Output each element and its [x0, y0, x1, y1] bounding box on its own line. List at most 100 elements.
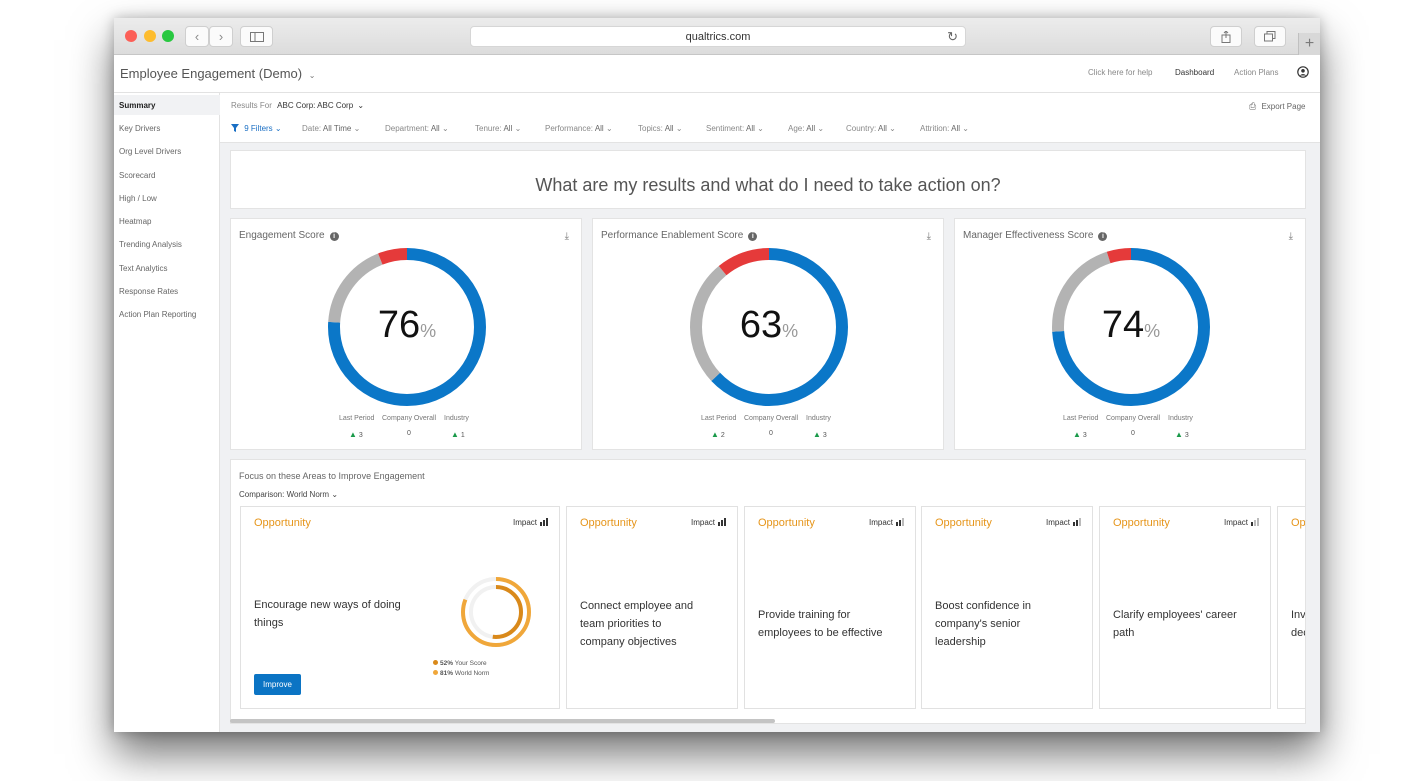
- impact-indicator: Impact: [1046, 518, 1082, 528]
- new-tab-button[interactable]: +: [1298, 33, 1320, 55]
- chevron-down-icon: ⌄: [962, 124, 969, 133]
- sidebar-item-response-rates[interactable]: Response Rates: [119, 287, 179, 296]
- filter-date[interactable]: Date: All Time ⌄: [302, 124, 360, 133]
- sidebar-item-heatmap[interactable]: Heatmap: [119, 217, 152, 226]
- back-button[interactable]: ‹: [185, 26, 209, 47]
- up-arrow-icon: ▲: [1073, 430, 1081, 439]
- help-link[interactable]: Click here for help: [1088, 68, 1153, 77]
- dashboard-link[interactable]: Dashboard: [1175, 68, 1215, 77]
- sidebar-item-text-analytics[interactable]: Text Analytics: [119, 264, 168, 273]
- improve-button[interactable]: Improve: [254, 674, 301, 695]
- text-line: Inv: [1291, 609, 1306, 621]
- sidebar-item-summary[interactable]: Summary: [119, 101, 156, 110]
- browser-window: ‹ › qualtrics.com ↻ + Employee Engagemen…: [114, 18, 1320, 732]
- score-number: 74: [1101, 304, 1145, 346]
- download-icon[interactable]: ⤓: [564, 231, 569, 242]
- impact-indicator: Impact: [691, 518, 727, 528]
- chevron-left-icon: ‹: [194, 29, 200, 44]
- download-icon[interactable]: ⤓: [1288, 231, 1293, 242]
- share-button[interactable]: [1210, 26, 1242, 47]
- address-bar[interactable]: qualtrics.com ↻: [470, 26, 966, 47]
- filter-value: All: [878, 124, 887, 133]
- industry-value: ▲ 3: [813, 430, 827, 439]
- question-banner: What are my results and what do I need t…: [230, 150, 1306, 209]
- company-overall-label: Company Overall: [744, 415, 799, 422]
- impact-label: Impact: [512, 518, 537, 527]
- zoom-window-button[interactable]: [162, 30, 174, 42]
- filter-topics[interactable]: Topics: All ⌄: [638, 124, 683, 133]
- sidebar-item-action-plan-reporting[interactable]: Action Plan Reporting: [119, 310, 197, 319]
- sidebar-nav: Summary Key Drivers Org Level Drivers Sc…: [114, 93, 220, 732]
- comparison-dropdown[interactable]: Comparison: World Norm ⌄: [239, 490, 338, 499]
- your-score-legend: 52% Your Score: [433, 660, 487, 667]
- filter-tenure[interactable]: Tenure: All ⌄: [475, 124, 521, 133]
- filter-country[interactable]: Country: All ⌄: [846, 124, 896, 133]
- project-title-text: Employee Engagement (Demo): [120, 66, 303, 81]
- export-page-button[interactable]: ⎙ Export Page: [1249, 101, 1305, 112]
- filters-toggle[interactable]: 9 Filters ⌄: [231, 124, 282, 133]
- score-title: Engagement Score: [239, 230, 325, 241]
- download-icon[interactable]: ⤓: [926, 231, 931, 242]
- filter-label: Topics:: [638, 124, 663, 133]
- sidebar-item-scorecard[interactable]: Scorecard: [119, 171, 156, 180]
- opportunity-card[interactable]: Opportunity Impact Boost confidence in co…: [921, 506, 1093, 709]
- forward-button[interactable]: ›: [209, 26, 233, 47]
- score-title: Performance Enablement Score: [601, 230, 744, 241]
- up-arrow-icon: ▲: [1175, 430, 1183, 439]
- minimize-window-button[interactable]: [144, 30, 156, 42]
- impact-bars-icon: [1251, 518, 1260, 528]
- filter-attrition[interactable]: Attrition: All ⌄: [920, 124, 969, 133]
- opportunity-label: Opportunity: [254, 517, 311, 529]
- filter-sentiment[interactable]: Sentiment: All ⌄: [706, 124, 764, 133]
- percent-sign: %: [1144, 321, 1161, 341]
- sidebar-item-trending-analysis[interactable]: Trending Analysis: [119, 240, 182, 249]
- sidebar-item-org-level-drivers[interactable]: Org Level Drivers: [119, 147, 182, 156]
- opportunity-card[interactable]: Opportunity Impact Clarify employees' ca…: [1099, 506, 1271, 709]
- info-icon[interactable]: i: [1098, 232, 1108, 241]
- company-overall-value: 0: [769, 430, 773, 437]
- filter-performance[interactable]: Performance: All ⌄: [545, 124, 613, 133]
- action-plans-link[interactable]: Action Plans: [1234, 68, 1279, 77]
- close-window-button[interactable]: [125, 30, 137, 42]
- delta-value: 3: [358, 432, 363, 439]
- results-for[interactable]: Results For ABC Corp: ABC Corp ⌄: [231, 101, 364, 110]
- filter-age[interactable]: Age: All ⌄: [788, 124, 824, 133]
- text-line: company's senior: [935, 618, 1021, 630]
- tabs-overview-button[interactable]: [1254, 26, 1286, 47]
- info-icon[interactable]: i: [748, 232, 758, 241]
- sidebar-item-high-low[interactable]: High / Low: [119, 194, 157, 203]
- chevron-down-icon: ⌄: [274, 124, 282, 133]
- opportunity-card[interactable]: Opportunity Inv dec: [1277, 506, 1306, 709]
- score-donut: [690, 248, 848, 406]
- text-line: Boost confidence in: [935, 600, 1032, 612]
- chevron-down-icon: ⌄: [441, 124, 449, 133]
- filter-value: All: [430, 124, 440, 133]
- opportunity-card[interactable]: Opportunity Impact Provide training for e…: [744, 506, 916, 709]
- text-line: Connect employee and: [580, 600, 694, 612]
- filter-label: Department:: [385, 124, 430, 133]
- delta-value: 3: [1082, 432, 1087, 439]
- filter-department[interactable]: Department: All ⌄: [385, 124, 449, 133]
- text-line: Provide training for: [758, 609, 851, 621]
- filter-value: All: [594, 124, 604, 133]
- sidebar-item-key-drivers[interactable]: Key Drivers: [119, 124, 161, 133]
- user-account-icon[interactable]: [1297, 66, 1309, 78]
- horizontal-scrollbar[interactable]: [230, 718, 1306, 724]
- sidebar-toggle-button[interactable]: [240, 26, 273, 47]
- impact-label: Impact: [1223, 518, 1248, 527]
- scrollbar-thumb[interactable]: [230, 719, 775, 723]
- company-overall-label: Company Overall: [382, 415, 437, 422]
- delta-value: 1: [460, 432, 465, 439]
- active-nav-highlight: [114, 95, 220, 115]
- your-score-label: Your Score: [454, 660, 487, 667]
- filter-label: Date:: [302, 124, 322, 133]
- reload-icon[interactable]: ↻: [947, 29, 958, 44]
- info-icon[interactable]: i: [329, 232, 339, 241]
- export-icon: ⎙: [1249, 101, 1257, 111]
- opportunity-card[interactable]: Opportunity Impact Connect employee and t…: [566, 506, 738, 709]
- world-norm-label: World Norm: [454, 670, 490, 677]
- opportunity-card[interactable]: Opportunity Impact Encourage new ways of…: [240, 506, 560, 709]
- performance-enablement-score-card: Performance Enablement Score i ⤓ 63% Last…: [592, 218, 944, 450]
- project-title[interactable]: Employee Engagement (Demo) ⌄: [120, 66, 315, 81]
- app-header: Employee Engagement (Demo) ⌄ Click here …: [114, 55, 1320, 93]
